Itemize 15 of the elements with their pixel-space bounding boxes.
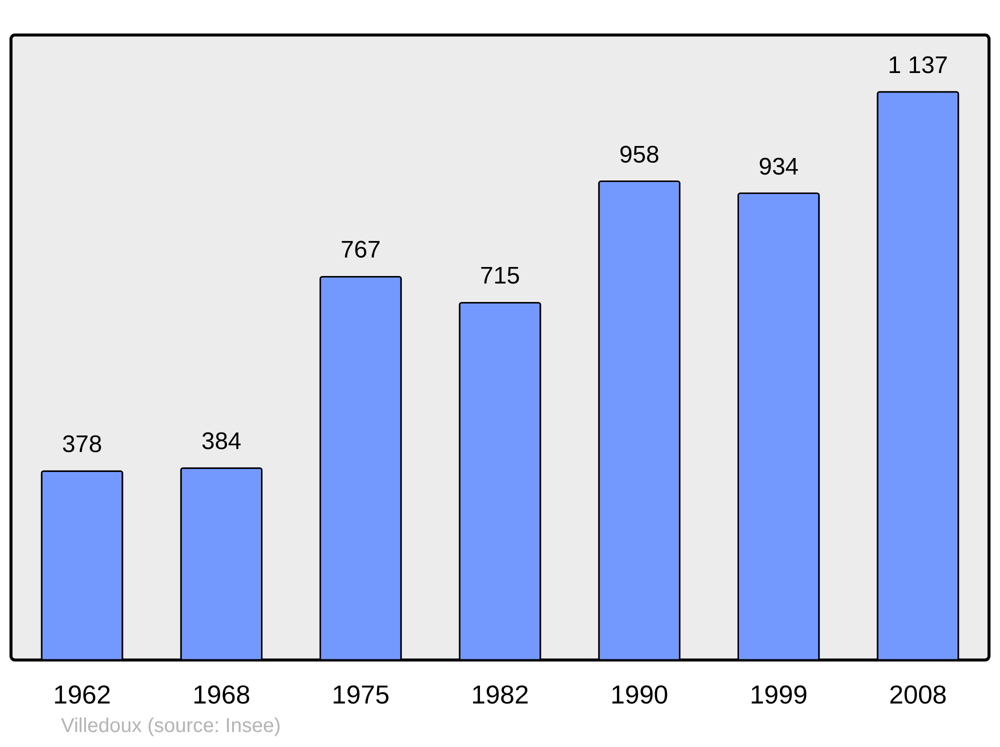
x-tick-label: 1990	[610, 680, 668, 710]
data-label: 378	[62, 431, 102, 458]
x-tick-label: 1999	[750, 680, 808, 710]
x-tick-label: 1975	[332, 680, 390, 710]
data-label: 767	[340, 236, 381, 264]
x-tick-label: 1968	[192, 680, 250, 710]
data-label: 958	[619, 141, 660, 168]
x-tick-label: 1962	[53, 680, 111, 710]
data-label: 384	[201, 428, 242, 456]
data-label: 715	[480, 262, 520, 290]
data-label: 934	[758, 153, 799, 180]
data-label: 1 137	[888, 52, 948, 79]
x-tick-label: 1982	[471, 680, 529, 710]
text: Villedoux (source: Insee)	[61, 715, 281, 737]
x-tick-label: 2008	[889, 680, 947, 710]
